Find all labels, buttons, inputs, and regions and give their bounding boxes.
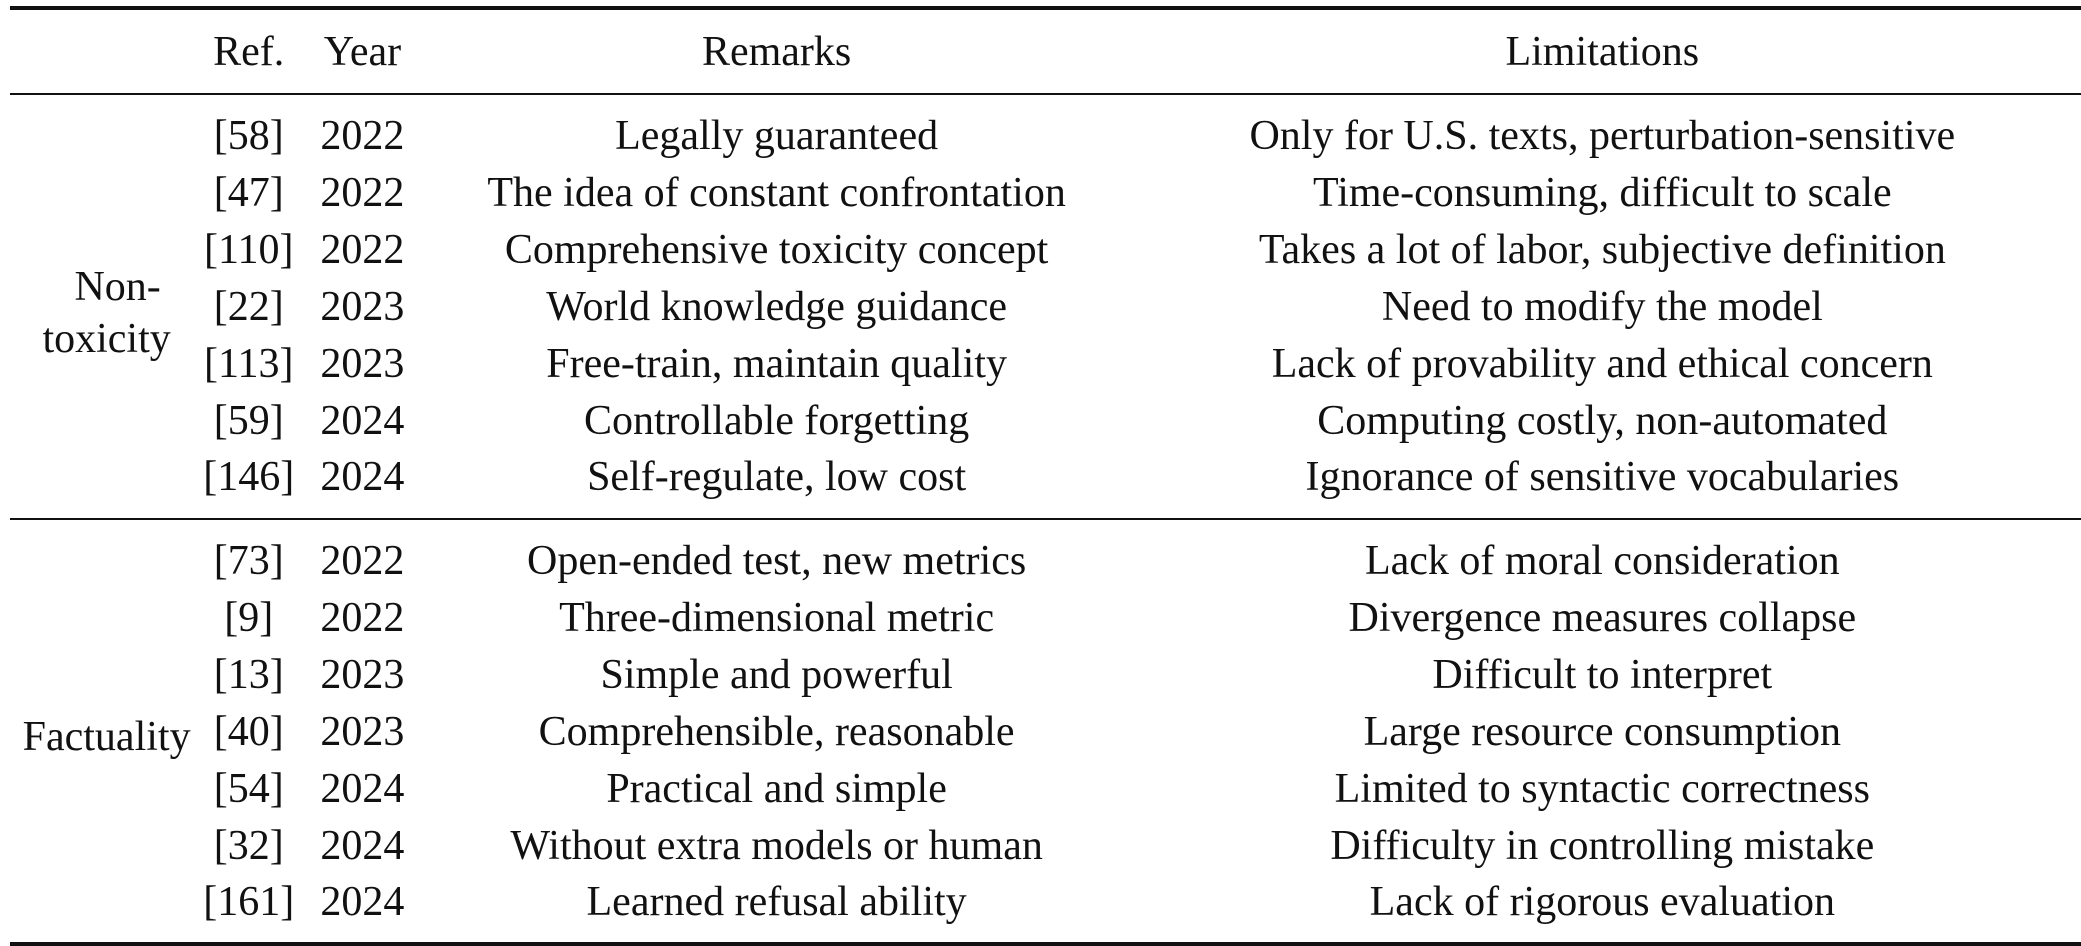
group-label-line: Factuality (22, 714, 191, 761)
group-factuality: Factuality [73] 2022 Open-ended test, ne… (10, 519, 2081, 944)
year-cell: 2022 (320, 169, 405, 216)
ref-cell: [146] (203, 454, 295, 500)
remarks-cell: World knowledge guidance (546, 283, 1007, 330)
remarks-cell: Controllable forgetting (583, 397, 970, 444)
ref-cell: [161] (203, 878, 295, 925)
remarks-cell: Without extra models or human (510, 822, 1043, 869)
year-cell: 2024 (320, 765, 405, 812)
table-row: [59] 2024 Controllable forgetting Comput… (10, 392, 2081, 449)
ref-cell: [13] (213, 651, 284, 698)
limitations-cell: Ignorance of sensitive vocabularies (1305, 454, 1900, 500)
header-ref: Ref. (213, 28, 285, 75)
header-year: Year (323, 28, 402, 75)
limitations-cell: Only for U.S. texts, perturbation-sensit… (1249, 113, 1956, 159)
limitations-cell: Difficult to interpret (1432, 651, 1773, 698)
limitations-cell: Difficulty in controlling mistake (1330, 822, 1875, 869)
header-row: Ref. Year Remarks Limitations (10, 8, 2081, 94)
remarks-cell: Legally guaranteed (615, 113, 939, 159)
table-row: [113] 2023 Free-train, maintain quality … (10, 335, 2081, 392)
group-label: Non- toxicity (10, 94, 203, 519)
remarks-cell: Practical and simple (606, 765, 947, 812)
table-row: [47] 2022 The idea of constant confronta… (10, 164, 2081, 221)
limitations-cell: Large resource consumption (1363, 708, 1842, 755)
table-row: [22] 2023 World knowledge guidance Need … (10, 278, 2081, 335)
table-row: Non- toxicity [58] 2022 Legally guarante… (10, 94, 2081, 362)
remarks-cell: Self-regulate, low cost (587, 454, 967, 500)
remarks-cell: Comprehensive toxicity concept (504, 226, 1049, 273)
ref-cell: [9] (224, 594, 274, 641)
group-label: Factuality (10, 519, 203, 944)
ref-cell: [22] (213, 283, 284, 330)
year-cell: 2024 (320, 878, 405, 925)
table-header: Ref. Year Remarks Limitations (10, 8, 2081, 94)
year-cell: 2024 (320, 822, 405, 869)
header-remarks: Remarks (701, 28, 852, 75)
year-cell: 2022 (320, 594, 405, 641)
table-row: [54] 2024 Practical and simple Limited t… (10, 760, 2081, 817)
year-cell: 2023 (320, 708, 405, 755)
table-row: [32] 2024 Without extra models or human … (10, 817, 2081, 874)
header-group (10, 8, 203, 94)
limitations-cell: Computing costly, non-automated (1317, 397, 1888, 444)
remarks-cell: Comprehensible, reasonable (538, 708, 1015, 755)
group-label-line: toxicity (42, 316, 171, 362)
table-row: Factuality [73] 2022 Open-ended test, ne… (10, 519, 2081, 760)
table-row: [13] 2023 Simple and powerful Difficult … (10, 646, 2081, 703)
group-non-toxicity: Non- toxicity [58] 2022 Legally guarante… (10, 94, 2081, 519)
ref-cell: [110] (204, 226, 294, 273)
year-cell: 2023 (320, 340, 405, 387)
ref-cell: [40] (213, 708, 284, 755)
year-cell: 2022 (320, 538, 405, 584)
limitations-cell: Lack of moral consideration (1364, 538, 1840, 584)
limitations-cell: Divergence measures collapse (1348, 594, 1857, 641)
year-cell: 2024 (320, 397, 405, 444)
year-cell: 2024 (320, 454, 405, 500)
remarks-cell: The idea of constant confrontation (487, 169, 1066, 216)
ref-cell: [32] (213, 822, 284, 869)
table-row: [161] 2024 Learned refusal ability Lack … (10, 874, 2081, 944)
table-row: [110] 2022 Comprehensive toxicity concep… (10, 221, 2081, 278)
table-row: [146] 2024 Self-regulate, low cost Ignor… (10, 449, 2081, 519)
ref-cell: [54] (213, 765, 284, 812)
group-label-line: Non- (74, 263, 161, 310)
limitations-cell: Time-consuming, difficult to scale (1313, 169, 1892, 216)
remarks-cell: Simple and powerful (600, 651, 953, 698)
limitations-cell: Lack of rigorous evaluation (1369, 878, 1835, 925)
table-row: [9] 2022 Three-dimensional metric Diverg… (10, 589, 2081, 646)
ref-cell: [59] (213, 397, 284, 444)
limitations-cell: Need to modify the model (1381, 283, 1823, 330)
header-limitations: Limitations (1505, 28, 1700, 75)
remarks-cell: Open-ended test, new metrics (527, 538, 1027, 584)
remarks-cell: Three-dimensional metric (559, 594, 995, 641)
limitations-cell: Lack of provability and ethical concern (1271, 340, 1933, 387)
year-cell: 2022 (320, 226, 405, 273)
limitations-cell: Takes a lot of labor, subjective definit… (1258, 226, 1946, 273)
limitations-cell: Limited to syntactic correctness (1334, 765, 1870, 812)
comparison-table: Ref. Year Remarks Limitations Non- toxic… (10, 6, 2081, 946)
ref-cell: [47] (213, 169, 284, 216)
year-cell: 2023 (320, 283, 405, 330)
ref-cell: [73] (213, 538, 284, 584)
year-cell: 2023 (320, 651, 405, 698)
ref-cell: [113] (204, 340, 294, 387)
table-row: [40] 2023 Comprehensible, reasonable Lar… (10, 703, 2081, 760)
remarks-cell: Free-train, maintain quality (546, 340, 1007, 387)
ref-cell: [58] (213, 113, 284, 159)
remarks-cell: Learned refusal ability (586, 878, 967, 925)
year-cell: 2022 (320, 113, 405, 159)
